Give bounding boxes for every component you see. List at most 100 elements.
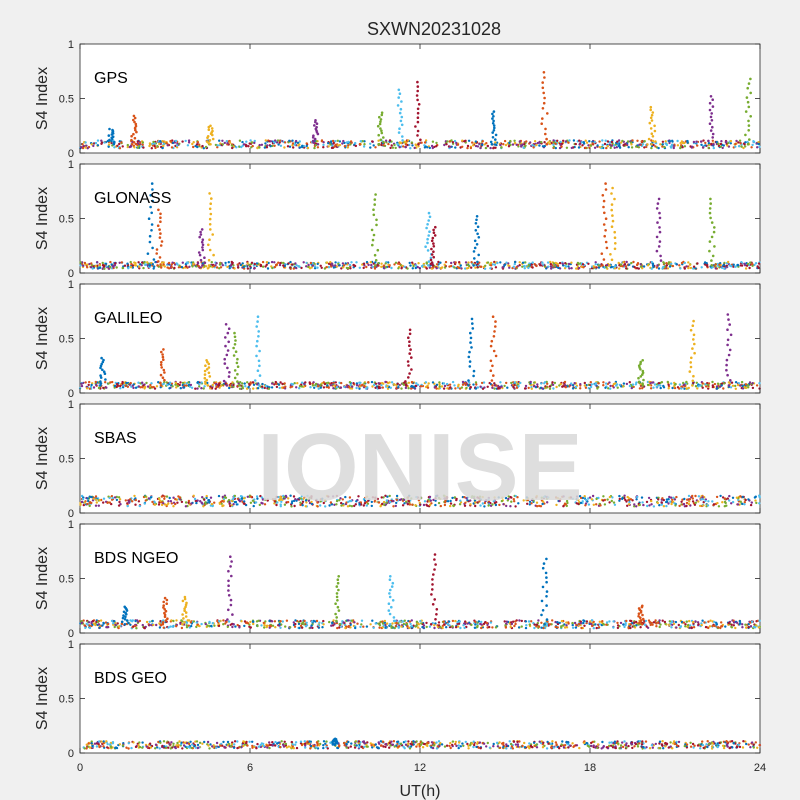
noise-point: [228, 141, 232, 144]
noise-point: [534, 386, 538, 389]
noise-point: [738, 139, 742, 142]
noise-point: [171, 261, 174, 264]
noise-point: [168, 387, 171, 390]
noise-point: [602, 384, 605, 387]
noise-point: [173, 266, 176, 270]
noise-point: [246, 381, 249, 384]
spike-point: [427, 211, 431, 215]
noise-point: [256, 624, 259, 628]
noise-point: [310, 266, 313, 269]
noise-point: [744, 383, 748, 386]
noise-point: [373, 267, 377, 270]
spike-point: [709, 115, 713, 119]
spike-point: [726, 338, 730, 342]
spike-point: [647, 137, 651, 141]
panel-label: GLONASS: [94, 190, 171, 207]
noise-point: [611, 384, 614, 388]
noise-point: [317, 624, 320, 627]
spike-point: [161, 353, 164, 356]
noise-point: [757, 141, 760, 144]
noise-point: [521, 143, 524, 146]
noise-point: [287, 262, 290, 265]
noise-point: [530, 620, 533, 623]
spike-point: [377, 133, 381, 137]
noise-point: [639, 265, 643, 268]
spike-point: [397, 96, 401, 99]
noise-point: [297, 265, 300, 268]
noise-point: [444, 260, 448, 264]
noise-point: [503, 384, 506, 388]
noise-point: [390, 144, 393, 147]
noise-point: [236, 263, 239, 266]
spike-point: [711, 136, 714, 139]
noise-point: [85, 622, 88, 625]
noise-point: [329, 140, 333, 143]
noise-point: [608, 495, 612, 499]
noise-point: [332, 387, 335, 390]
noise-point: [708, 625, 712, 628]
noise-point: [558, 621, 561, 625]
noise-point: [279, 139, 282, 142]
noise-point: [97, 623, 101, 626]
noise-point: [648, 504, 651, 507]
noise-point: [720, 140, 723, 143]
noise-point: [667, 502, 670, 505]
noise-point: [198, 143, 201, 146]
noise-point: [90, 495, 93, 499]
noise-point: [96, 261, 99, 264]
noise-point: [354, 144, 358, 148]
noise-point: [563, 626, 567, 629]
spike-point: [494, 133, 498, 137]
noise-point: [726, 497, 729, 500]
noise-point: [758, 145, 761, 149]
noise-point: [261, 260, 265, 264]
noise-point: [741, 502, 744, 506]
spike-point: [692, 338, 695, 341]
noise-point: [567, 265, 570, 268]
spike-point: [316, 143, 320, 146]
spike-point: [727, 318, 730, 321]
noise-point: [126, 262, 129, 265]
noise-point: [531, 266, 534, 269]
noise-point: [597, 626, 601, 629]
spike-point: [747, 82, 751, 85]
noise-point: [489, 267, 492, 270]
noise-point: [625, 260, 628, 264]
noise-point: [350, 387, 354, 390]
spike-point: [203, 256, 206, 260]
noise-point: [590, 622, 593, 626]
noise-point: [146, 385, 150, 388]
spike-point: [208, 223, 212, 226]
noise-point: [680, 261, 684, 265]
spike-point: [158, 236, 162, 239]
spike-point: [655, 235, 659, 239]
noise-point: [711, 500, 714, 503]
noise-point: [594, 263, 597, 266]
spike-point: [379, 138, 383, 142]
noise-point: [734, 381, 738, 384]
noise-point: [283, 146, 286, 149]
noise-point: [381, 386, 384, 389]
spike-point: [416, 98, 419, 102]
noise-point: [705, 385, 708, 388]
noise-point: [341, 142, 344, 145]
spike-point: [257, 330, 261, 333]
noise-point: [87, 383, 90, 387]
noise-point: [340, 381, 343, 385]
noise-point: [196, 387, 199, 390]
noise-point: [745, 386, 748, 389]
spike-point: [233, 369, 237, 372]
noise-point: [94, 504, 98, 507]
noise-point: [461, 380, 465, 384]
spike-point: [475, 215, 479, 218]
spike-point: [416, 116, 420, 119]
noise-point: [671, 139, 674, 142]
noise-point: [265, 261, 269, 264]
noise-point: [533, 140, 537, 143]
spike-point: [708, 207, 712, 210]
noise-point: [304, 381, 307, 384]
spike-point: [602, 258, 606, 261]
noise-point: [409, 622, 412, 626]
noise-point: [640, 496, 644, 499]
noise-point: [683, 497, 686, 501]
